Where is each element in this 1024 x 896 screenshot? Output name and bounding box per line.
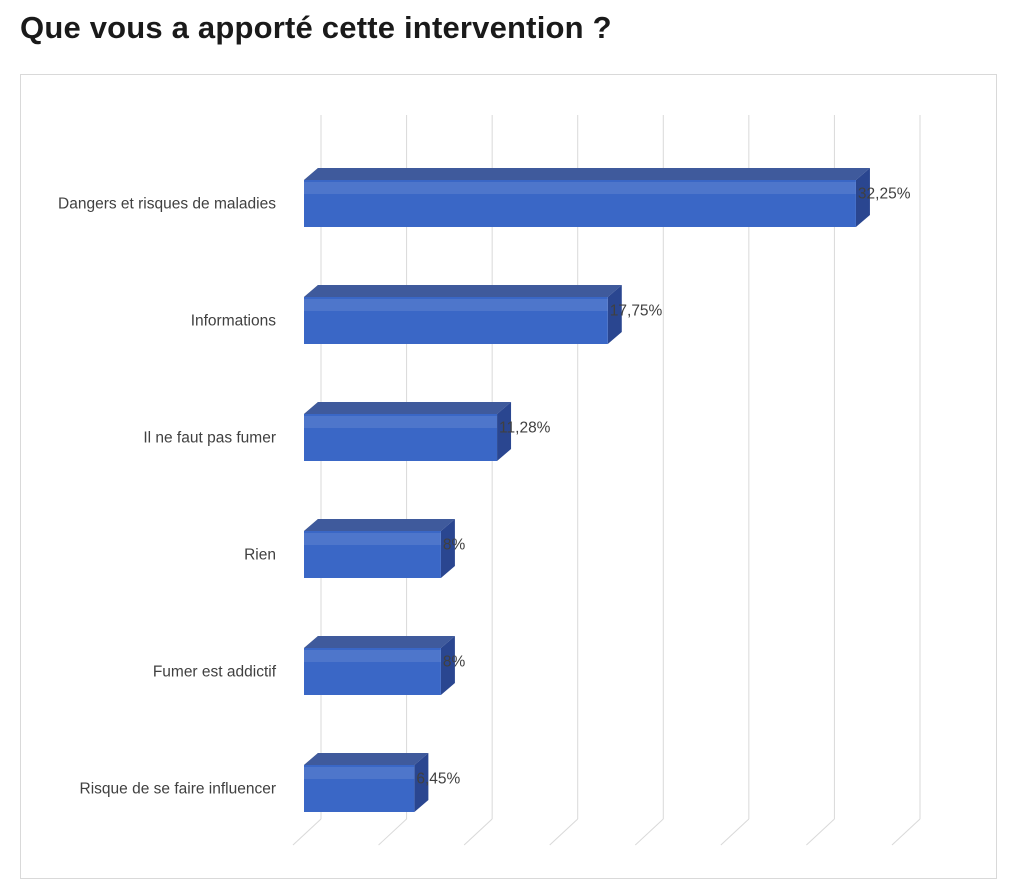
bar-highlight	[304, 182, 856, 194]
bar-side	[414, 753, 429, 812]
bar-highlight	[304, 416, 498, 428]
value-label: 8%	[443, 537, 466, 554]
gridline-floor	[806, 818, 835, 846]
bar-top	[304, 753, 429, 765]
bars	[304, 168, 870, 812]
bar-chart: Dangers et risques de maladies 32,25% Info…	[58, 115, 921, 846]
value-label: 8%	[443, 654, 466, 671]
bar	[304, 648, 441, 695]
category-label: Informations	[191, 313, 277, 330]
bar	[304, 414, 498, 461]
value-label: 11,28%	[499, 420, 551, 437]
bar-top	[304, 402, 512, 414]
labels: Dangers et risques de maladies 32,25% Info…	[58, 186, 911, 798]
category-label: Il ne faut pas fumer	[143, 430, 276, 447]
bar	[304, 531, 441, 578]
chart-frame: Dangers et risques de maladies 32,25% Info…	[20, 74, 997, 879]
gridline-floor	[634, 818, 664, 846]
gridline-floor	[292, 818, 322, 846]
category-label: Dangers et risques de maladies	[58, 196, 276, 213]
bar-highlight	[304, 650, 441, 662]
value-label: 6,45%	[416, 771, 460, 788]
bar-top	[304, 519, 455, 531]
bar-top	[304, 285, 622, 297]
bar-highlight	[304, 299, 608, 311]
bar-highlight	[304, 533, 441, 545]
bar-side	[607, 285, 622, 344]
page-title: Que vous a apporté cette intervention ?	[20, 10, 612, 45]
bar-top	[304, 636, 455, 648]
bar	[304, 765, 415, 812]
bar-side	[440, 519, 455, 578]
value-label: 32,25%	[858, 186, 911, 203]
gridline-floor	[891, 818, 921, 846]
gridline-floor	[463, 818, 493, 846]
bar-side	[440, 636, 455, 695]
bar-top	[304, 168, 870, 180]
category-label: Risque de se faire influencer	[80, 781, 276, 798]
bar-side	[855, 168, 870, 227]
bar	[304, 180, 856, 227]
category-label: Fumer est addictif	[153, 664, 277, 681]
category-label: Rien	[244, 547, 276, 564]
value-label: 17,75%	[610, 303, 663, 320]
gridline-floor	[378, 818, 407, 846]
bar-side	[497, 402, 512, 461]
bar-highlight	[304, 767, 415, 779]
bar	[304, 297, 608, 344]
gridlines	[292, 115, 921, 846]
gridline-floor	[720, 818, 750, 846]
gridline-floor	[549, 818, 579, 846]
